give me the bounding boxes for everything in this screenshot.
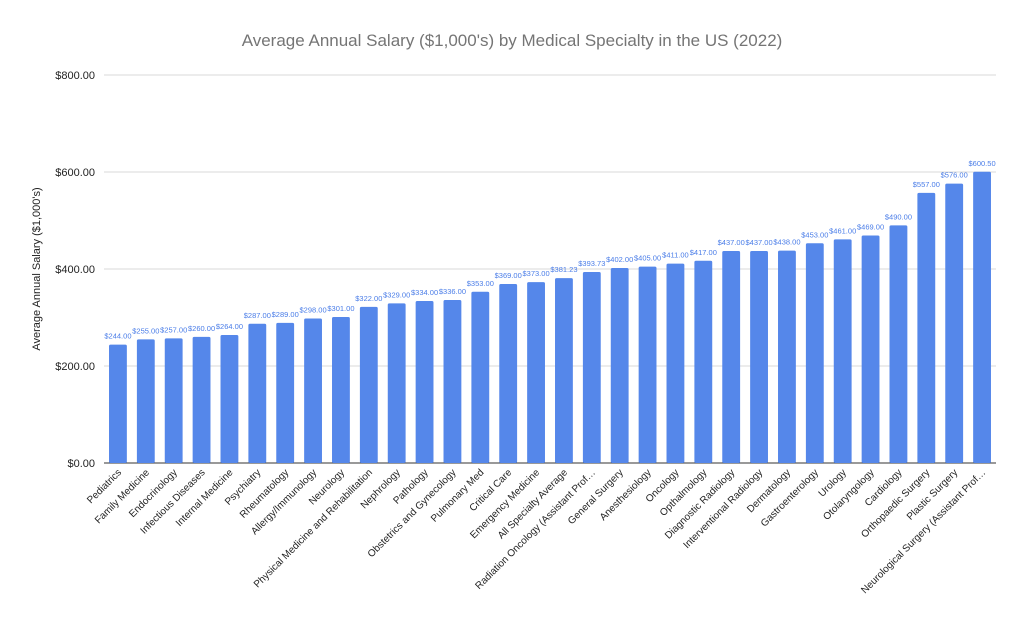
bar bbox=[304, 318, 322, 463]
data-label: $402.00 bbox=[606, 255, 633, 264]
data-label: $287.00 bbox=[244, 311, 271, 320]
bar bbox=[722, 251, 741, 463]
data-label: $576.00 bbox=[941, 171, 968, 180]
y-tick-label: $600.00 bbox=[55, 167, 95, 179]
data-label: $393.73 bbox=[578, 259, 605, 268]
data-label: $255.00 bbox=[132, 326, 159, 335]
bar bbox=[805, 243, 824, 463]
data-label: $322.00 bbox=[355, 294, 382, 303]
data-label: $257.00 bbox=[160, 325, 187, 334]
data-label: $469.00 bbox=[857, 223, 884, 232]
bar bbox=[555, 278, 573, 463]
bar bbox=[220, 334, 239, 463]
data-label: $437.00 bbox=[718, 238, 745, 247]
data-label: $461.00 bbox=[829, 226, 856, 235]
y-tick-label: $400.00 bbox=[55, 264, 95, 276]
bar bbox=[778, 250, 796, 463]
bar bbox=[443, 300, 462, 463]
data-label: $244.00 bbox=[104, 332, 131, 341]
data-label: $260.00 bbox=[188, 324, 215, 333]
chart-title: Average Annual Salary ($1,000's) by Medi… bbox=[242, 31, 783, 50]
data-label: $417.00 bbox=[690, 248, 717, 257]
data-label: $381.23 bbox=[550, 265, 577, 274]
y-tick-label: $800.00 bbox=[55, 70, 95, 82]
y-tick-label: $0.00 bbox=[67, 458, 95, 470]
data-label: $336.00 bbox=[439, 287, 466, 296]
data-label: $301.00 bbox=[327, 304, 354, 313]
bar bbox=[109, 344, 127, 463]
bar bbox=[471, 291, 490, 463]
y-tick-label: $200.00 bbox=[55, 361, 95, 373]
data-label: $329.00 bbox=[383, 290, 410, 299]
bar bbox=[750, 251, 768, 463]
bar bbox=[248, 323, 267, 463]
bar bbox=[861, 235, 880, 463]
bar bbox=[638, 266, 657, 463]
data-label: $405.00 bbox=[634, 254, 661, 263]
bar bbox=[192, 336, 211, 463]
data-label: $557.00 bbox=[913, 180, 940, 189]
bar bbox=[889, 225, 908, 463]
data-label: $289.00 bbox=[272, 310, 299, 319]
data-label: $334.00 bbox=[411, 288, 438, 297]
bar bbox=[499, 284, 518, 463]
data-label: $600.50 bbox=[969, 159, 996, 168]
x-tick-label: Rheumatology bbox=[238, 467, 291, 520]
bar bbox=[387, 303, 406, 463]
bar bbox=[833, 239, 852, 463]
data-label: $369.00 bbox=[495, 271, 522, 280]
bar bbox=[359, 306, 378, 463]
bar bbox=[973, 171, 991, 463]
data-label: $264.00 bbox=[216, 322, 243, 331]
bar bbox=[276, 322, 295, 463]
bar bbox=[415, 301, 434, 463]
bar bbox=[917, 192, 936, 464]
bar bbox=[527, 282, 545, 463]
data-label: $490.00 bbox=[885, 212, 912, 221]
bar bbox=[136, 339, 155, 463]
bar bbox=[610, 268, 629, 463]
data-label: $437.00 bbox=[746, 238, 773, 247]
y-axis-label: Average Annual Salary ($1,000's) bbox=[31, 187, 43, 350]
bar bbox=[582, 272, 601, 463]
data-label: $353.00 bbox=[467, 279, 494, 288]
bar bbox=[332, 317, 350, 463]
bar bbox=[164, 338, 183, 463]
bar bbox=[945, 183, 964, 463]
bar bbox=[666, 263, 685, 463]
data-label: $453.00 bbox=[801, 230, 828, 239]
data-label: $411.00 bbox=[662, 251, 689, 260]
data-label: $438.00 bbox=[773, 238, 800, 247]
bar bbox=[694, 260, 713, 463]
data-label: $373.00 bbox=[523, 269, 550, 278]
data-label: $298.00 bbox=[300, 305, 327, 314]
